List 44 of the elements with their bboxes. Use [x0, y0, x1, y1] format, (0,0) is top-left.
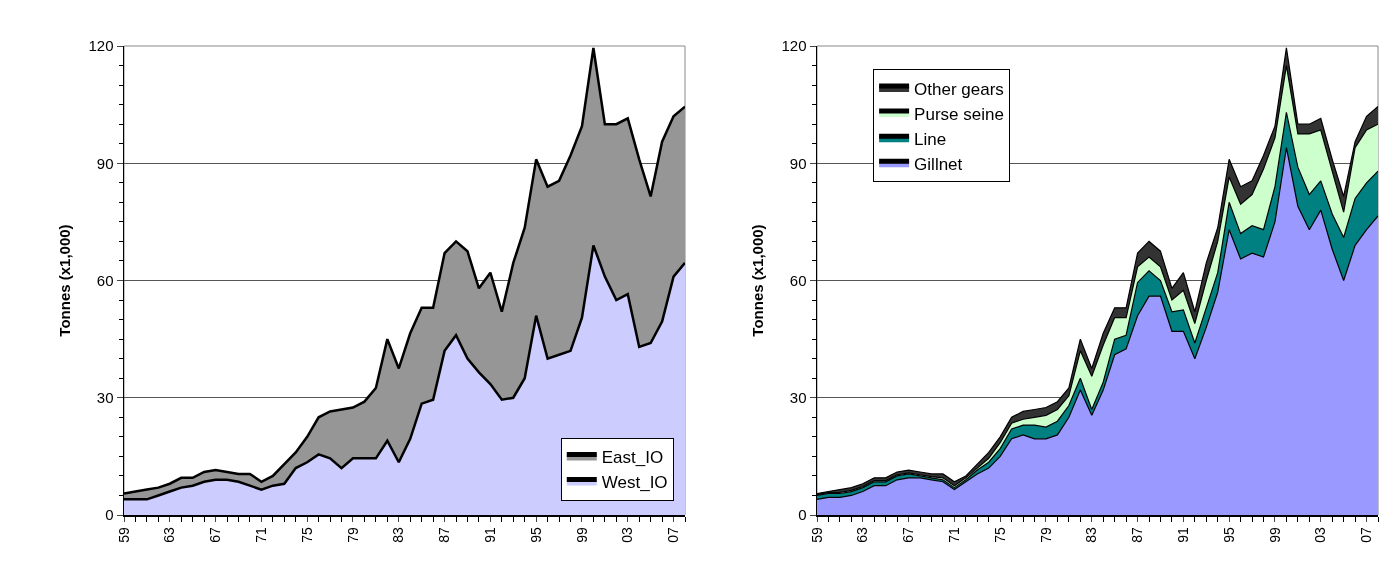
legend-label: East_IO: [601, 448, 664, 468]
y-axis-title: Tonnes (x1,000): [55, 224, 73, 337]
y-tick-label: 60: [96, 271, 114, 289]
x-tick-label: 75: [991, 526, 1008, 543]
x-tick-label: 91: [1174, 526, 1191, 543]
y-tick-label: 120: [88, 37, 114, 55]
x-tick-label: 91: [481, 526, 498, 543]
x-tick-label: 63: [854, 526, 871, 543]
x-tick-label: 87: [436, 526, 453, 543]
x-tick-label: 07: [1358, 526, 1375, 543]
x-tick-label: 99: [573, 526, 590, 543]
y-tick-label: 0: [798, 506, 807, 524]
x-tick-label: 75: [298, 526, 315, 543]
x-tick-label: 67: [207, 526, 224, 543]
y-axis-title: Tonnes (x1,000): [748, 224, 766, 337]
x-tick-label: 83: [1083, 526, 1100, 543]
x-tick-label: 63: [161, 526, 178, 543]
x-tick-label: 95: [527, 526, 544, 543]
y-tick-label: 90: [789, 154, 807, 172]
y-tick-label: 60: [789, 271, 807, 289]
x-tick-label: 59: [115, 526, 132, 543]
x-tick-label: 03: [619, 526, 636, 543]
y-tick-label: 120: [781, 37, 807, 55]
y-tick-label: 30: [96, 389, 114, 406]
x-tick-label: 99: [1266, 526, 1283, 543]
x-tick-label: 71: [252, 526, 269, 543]
x-tick-label: 87: [1129, 526, 1146, 543]
legend-label: Line: [914, 129, 947, 149]
legend-label: West_IO: [601, 473, 668, 493]
x-tick-label: 07: [665, 526, 682, 543]
y-tick-label: 0: [105, 506, 114, 524]
legend-label: Gillnet: [914, 154, 963, 174]
x-tick-label: 95: [1220, 526, 1237, 543]
x-tick-label: 03: [1312, 526, 1329, 543]
legend-label: Purse seine: [914, 104, 1004, 124]
y-tick-label: 30: [789, 389, 807, 406]
x-tick-label: 59: [808, 526, 825, 543]
legend-label: Other gears: [914, 79, 1004, 99]
x-tick-label: 71: [945, 526, 962, 543]
x-tick-label: 79: [1037, 526, 1054, 543]
x-tick-label: 83: [390, 526, 407, 543]
x-tick-label: 79: [344, 526, 361, 543]
x-tick-label: 67: [900, 526, 917, 543]
y-tick-label: 90: [96, 154, 114, 172]
